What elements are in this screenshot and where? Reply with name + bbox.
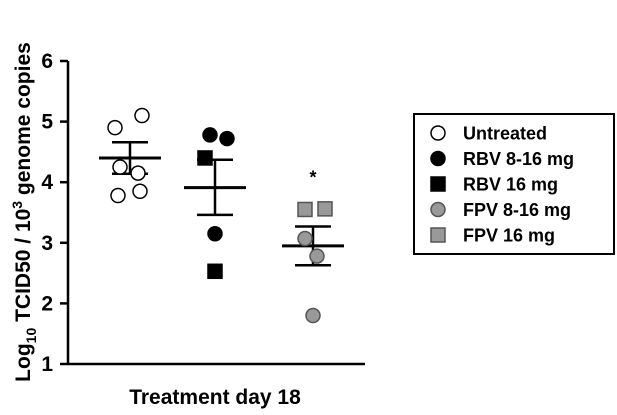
y-axis-title: Log10 TCID50 / 103 genome copies: [9, 42, 39, 382]
significance-marker: *: [309, 167, 316, 187]
y-tick-label-3: 3: [41, 232, 53, 255]
point-fpv-16-mg-1: [317, 201, 333, 217]
data-points: [107, 107, 333, 324]
legend-items: Untreated RBV 8-16 mg RBV 16 mg FPV 8-16 mg…: [430, 124, 574, 246]
legend-marker-fpv-16-mg: [430, 227, 446, 243]
x-axis-title: Treatment day 18: [129, 386, 301, 409]
legend-marker-untreated: [430, 125, 446, 141]
point-untreated-5: [132, 183, 148, 200]
y-tick-label-1: 1: [41, 353, 53, 376]
point-untreated-0: [107, 119, 123, 136]
legend-marker-rbv-8-16-mg: [430, 150, 446, 167]
point-fpv-8-16-mg-2: [305, 307, 321, 324]
y-ticks: 1 2 3 4 5 6: [41, 50, 68, 376]
axes: [66, 61, 365, 366]
legend-label-rbv-8-16-mg: RBV 8-16 mg: [463, 149, 574, 169]
y-axis-title-sub: 10: [23, 328, 39, 344]
annotations: *: [309, 167, 316, 187]
legend-marker-rbv-16-mg: [430, 176, 446, 192]
point-rbv-16-mg-1: [207, 263, 223, 280]
point-rbv-8-16-mg-1: [219, 130, 235, 147]
legend: Untreated RBV 8-16 mg RBV 16 mg FPV 8-16 mg…: [413, 113, 615, 255]
y-axis-title-sup: 3: [9, 201, 25, 209]
y-tick-label-2: 2: [41, 292, 53, 315]
y-axis-title-suffix: genome copies: [12, 42, 35, 201]
point-untreated-4: [110, 187, 126, 204]
point-fpv-8-16-mg-1: [309, 248, 325, 264]
legend-label-fpv-16-mg: FPV 16 mg: [463, 226, 555, 246]
legend-label-fpv-8-16-mg: FPV 8-16 mg: [463, 200, 571, 220]
legend-marker-fpv-8-16-mg: [430, 201, 446, 218]
y-axis-title-mid: TCID50 / 10: [12, 209, 35, 328]
point-fpv-16-mg-0: [297, 201, 313, 218]
point-untreated-3: [130, 165, 146, 181]
point-untreated-2: [112, 159, 128, 175]
y-tick-label-5: 5: [41, 111, 53, 134]
y-tick-label-6: 6: [41, 50, 53, 73]
point-untreated-1: [134, 107, 150, 124]
legend-label-rbv-16-mg: RBV 16 mg: [463, 175, 558, 195]
legend-box: [413, 113, 615, 255]
point-fpv-8-16-mg-0: [297, 230, 313, 247]
point-rbv-16-mg-0: [197, 150, 213, 166]
point-rbv-8-16-mg-0: [202, 127, 218, 143]
legend-label-untreated: Untreated: [463, 124, 547, 144]
y-tick-label-4: 4: [41, 171, 53, 194]
point-rbv-8-16-mg-2: [207, 225, 223, 242]
y-axis-title-prefix: Log: [12, 343, 35, 381]
